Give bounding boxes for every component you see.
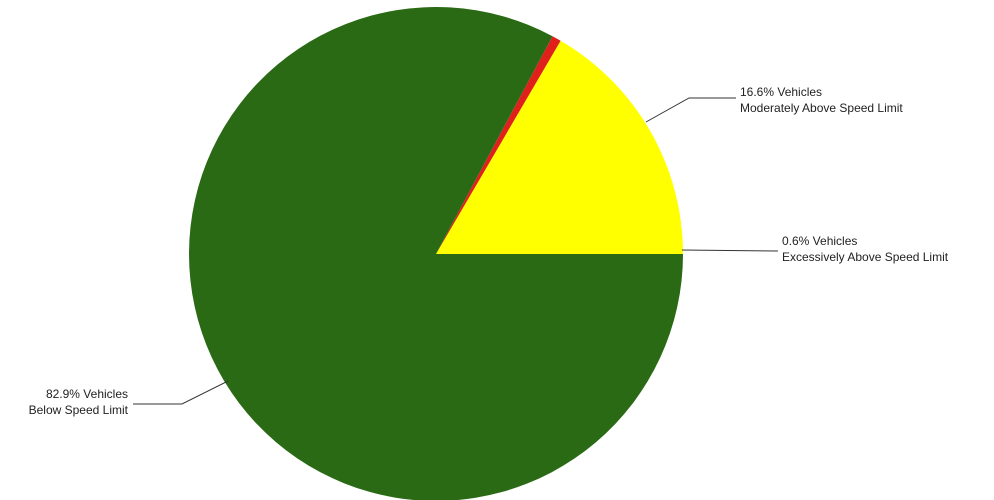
slice-label-category-0: Moderately Above Speed Limit	[740, 101, 903, 115]
leader-line-2	[133, 380, 229, 405]
slice-label-category-2: Below Speed Limit	[29, 403, 129, 417]
leader-line-0	[645, 97, 736, 123]
slice-label-percent-2: 82.9% Vehicles	[46, 387, 128, 401]
pie-slice-0	[436, 40, 683, 254]
pie-labels: 16.6% Vehicles Moderately Above Speed Lim…	[29, 85, 949, 417]
pie-slices	[189, 7, 683, 500]
slice-label-category-1: Excessively Above Speed Limit	[782, 250, 949, 264]
pie-slice-2	[189, 7, 683, 500]
slice-label-percent-1: 0.6% Vehicles	[782, 234, 857, 248]
pie-slice-1	[436, 36, 561, 255]
slice-label-percent-0: 16.6% Vehicles	[740, 85, 822, 99]
leader-line-1	[681, 249, 779, 252]
